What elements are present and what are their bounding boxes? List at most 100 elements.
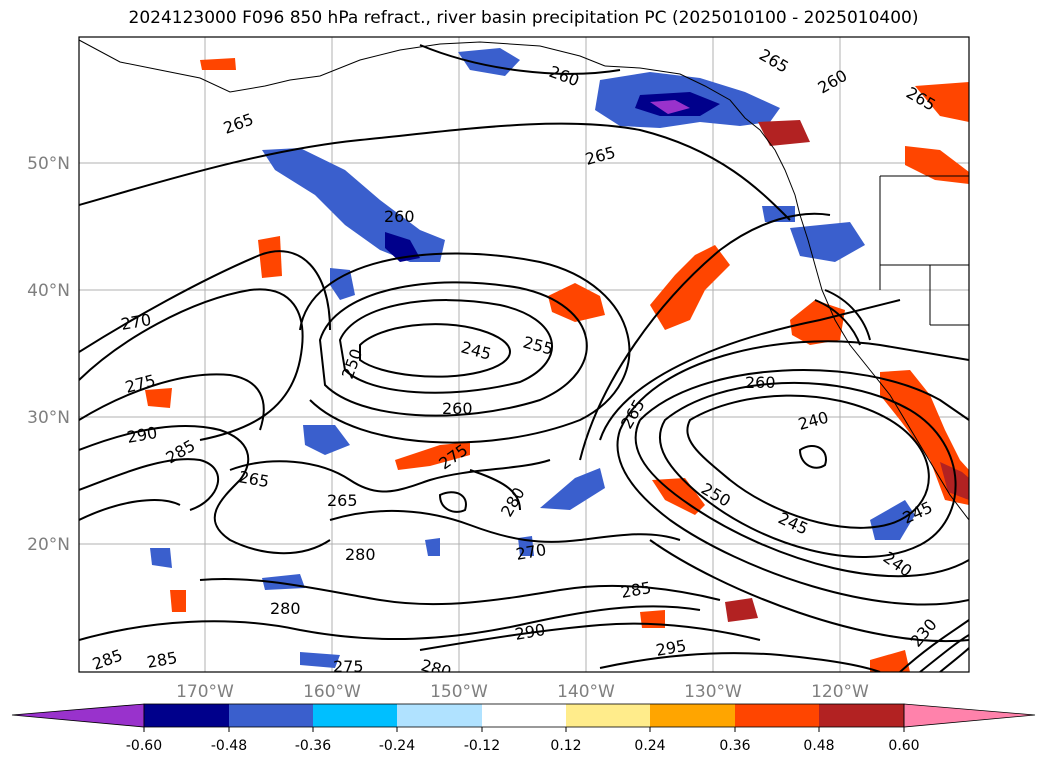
contour-label: 265 (221, 109, 256, 137)
colorbar-segment (144, 704, 229, 727)
contour-240-east (686, 394, 930, 529)
colorbar-tick-label: -0.60 (126, 738, 162, 754)
contour-coast-california (814, 289, 871, 346)
contour-265-north (79, 122, 791, 221)
contour-265-east (579, 212, 831, 461)
colorbar-segment (735, 704, 819, 727)
colorbar-segment (566, 704, 650, 727)
contour-small-1 (798, 445, 827, 469)
lon-label-130w: 130°W (684, 682, 742, 702)
colorbar-tick-label: -0.36 (295, 738, 331, 754)
contour-small-2 (438, 491, 467, 513)
contour-label: 270 (119, 310, 152, 334)
lat-label-40n: 40°N (27, 281, 70, 301)
negative-anomaly-streak-core (385, 232, 420, 262)
negative-anomaly-streak (262, 148, 445, 262)
contour-label: 265 (327, 491, 358, 510)
colorbar-segment (903, 703, 1036, 728)
lon-label-160w: 160°W (303, 682, 361, 702)
contour-label: 240 (796, 408, 830, 434)
lat-label-20n: 20°N (27, 535, 70, 555)
colorbar-segment (482, 704, 566, 727)
lon-label-120w: 120°W (811, 682, 869, 702)
contour-label: 265 (756, 45, 792, 77)
precip-shading (145, 48, 969, 672)
map-title: 2024123000 F096 850 hPa refract., river … (128, 8, 919, 28)
negative-anomaly-west (330, 268, 355, 300)
colorbar-tick-label: -0.48 (211, 738, 247, 754)
contour-label: 260 (815, 66, 851, 98)
negative-anomaly-w2 (150, 548, 172, 568)
contour-250-loop (338, 299, 553, 394)
contour-coast-stack (899, 619, 969, 672)
contour-label: 275 (333, 657, 364, 676)
positive-anomaly-coast-north (915, 82, 969, 122)
map-frame (78, 36, 970, 673)
contour-label: 260 (384, 207, 415, 226)
negative-anomaly-sw (300, 652, 340, 668)
colorbar-tick-label: 0.48 (803, 738, 834, 754)
contour-260-west (79, 250, 331, 353)
positive-anomaly-w2 (145, 388, 172, 408)
colorbar-segment (650, 704, 735, 727)
colorbar-tick-label: 0.60 (888, 738, 919, 754)
positive-anomaly-bc (758, 120, 810, 146)
contour-290-south (419, 622, 761, 651)
contour-270-mid (329, 509, 681, 543)
contour-label: 230 (907, 615, 941, 651)
colorbar-segment (397, 704, 482, 727)
positive-anomaly-west (258, 236, 282, 278)
contour-285-west (79, 458, 220, 511)
negative-anomaly-ca (790, 222, 865, 262)
colorbar-segment (229, 704, 313, 727)
lat-label-50n: 50°N (27, 154, 70, 174)
contour-270-west (79, 288, 304, 441)
contour-255-east (616, 340, 969, 606)
lat-label-30n: 30°N (27, 408, 70, 428)
colorbar-tick-label: 0.12 (550, 738, 581, 754)
contour-label: 290 (125, 423, 158, 447)
contour-label: 260 (745, 373, 776, 392)
positive-anomaly-subtropic (395, 442, 470, 470)
colorbar-segment (11, 703, 145, 728)
negative-anomaly-w3 (425, 538, 440, 556)
contour-label: 280 (497, 484, 529, 520)
colorbar-segment (819, 704, 904, 727)
colorbar-segment (313, 704, 397, 727)
coastlines (79, 39, 969, 521)
colorbar-tick-label: 0.24 (634, 738, 665, 754)
colorbar-frame (143, 703, 905, 728)
positive-anomaly-coast-north2 (905, 146, 969, 184)
colorbar-tick-label: -0.24 (379, 738, 415, 754)
contour-275-west (79, 373, 265, 431)
contour-label: 280 (270, 599, 301, 618)
contour-label: 270 (514, 540, 547, 564)
contour-265-mid (229, 459, 551, 493)
contour-label: 285 (163, 436, 199, 468)
colorbar: -0.60 -0.48 -0.36 -0.24 -0.12 0.12 0.24 … (11, 703, 1036, 754)
contour-295-south (599, 652, 881, 672)
contour-245-east (659, 381, 957, 558)
colorbar-tick-label: -0.12 (464, 738, 500, 754)
contour-label: 285 (619, 578, 652, 602)
contour-label: 265 (583, 143, 617, 169)
refractivity-contours (79, 44, 969, 672)
contour-label: 280 (345, 545, 376, 564)
contour-260-arc (299, 252, 631, 444)
contour-290-west (79, 499, 181, 521)
contour-260-top (419, 44, 621, 75)
colorbar-tick-label: 0.36 (719, 738, 750, 754)
contour-275-mid (469, 469, 521, 511)
negative-anomaly-mid (303, 425, 350, 455)
positive-anomaly-s1 (725, 598, 758, 622)
positive-anomaly-central (548, 283, 605, 322)
lon-label-140w: 140°W (557, 682, 615, 702)
contour-label: 290 (513, 620, 546, 644)
contour-label: 245 (775, 508, 811, 538)
positive-anomaly-s3 (170, 590, 186, 612)
contour-260-east (599, 299, 969, 643)
contour-label: 260 (442, 399, 473, 418)
contour-250-east (634, 369, 969, 578)
lon-label-170w: 170°W (176, 682, 234, 702)
